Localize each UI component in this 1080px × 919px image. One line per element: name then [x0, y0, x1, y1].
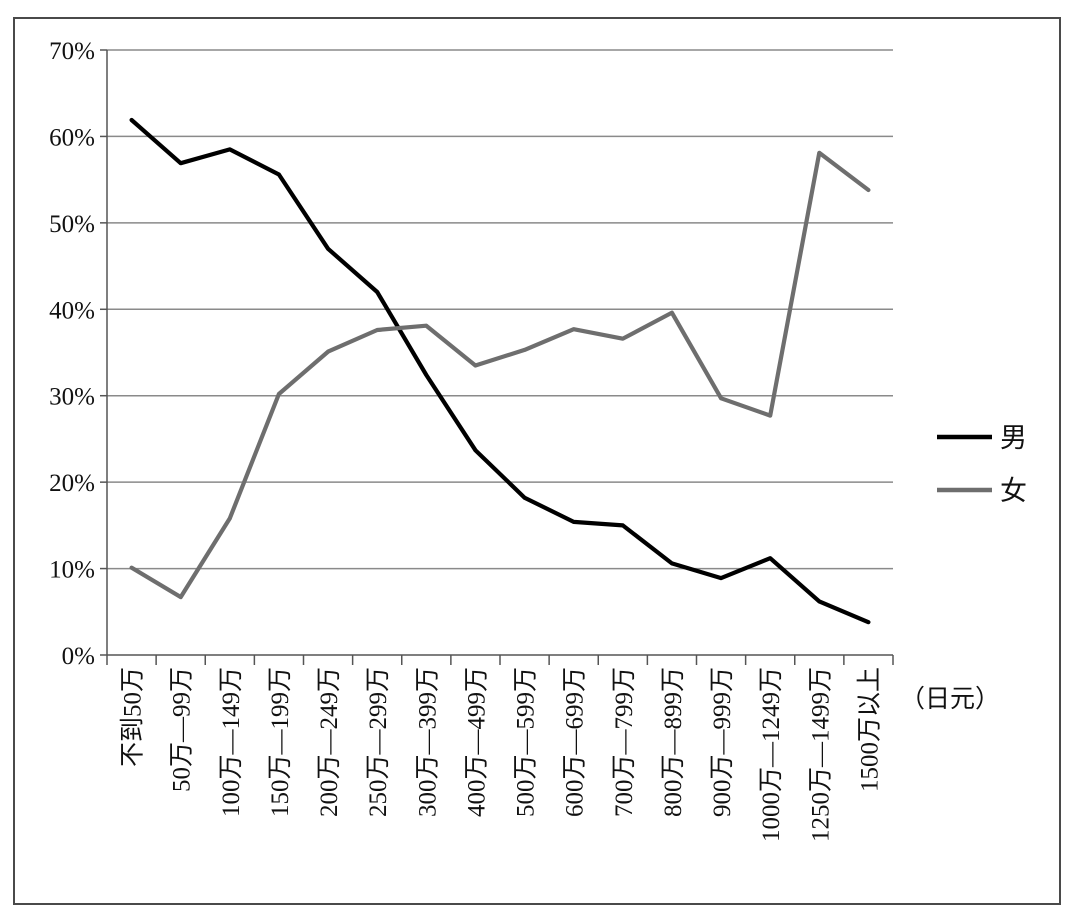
x-tick-label: 300万—399万 [414, 667, 441, 817]
data-point [719, 396, 723, 401]
y-tick-label: 0% [62, 643, 95, 670]
x-axis-unit: （日元） [900, 684, 1000, 713]
data-point [571, 520, 576, 524]
data-point [522, 348, 527, 352]
y-tick-label: 10% [49, 557, 95, 584]
chart-frame [13, 17, 1061, 905]
y-tick-label: 50% [49, 211, 95, 238]
data-point [326, 349, 330, 354]
data-point [571, 327, 576, 331]
data-point [817, 599, 822, 604]
y-tick-label: 30% [49, 384, 95, 411]
x-tick-label: 700万—799万 [611, 667, 638, 817]
data-point [866, 620, 871, 624]
x-tick-label: 1000万—1249万 [758, 667, 785, 842]
data-point [473, 448, 478, 452]
data-point [129, 118, 134, 122]
y-tick-label: 40% [49, 297, 95, 324]
x-tick-label: 400万—499万 [463, 667, 490, 817]
data-point [129, 565, 134, 570]
data-point [621, 336, 625, 341]
x-tick-label: 不到50万 [120, 667, 147, 767]
data-point [866, 188, 871, 192]
data-point [522, 495, 527, 500]
x-tick-label: 100万—149万 [218, 667, 245, 817]
x-tick-label: 500万—599万 [513, 667, 540, 817]
x-tick-label: 600万—699万 [562, 667, 589, 817]
data-point [473, 363, 478, 368]
x-tick-label: 1500万以上 [855, 667, 883, 792]
data-point [375, 290, 379, 294]
x-tick-label: 50万—99万 [169, 667, 196, 792]
data-point [768, 413, 772, 418]
y-tick-label: 70% [49, 38, 95, 65]
data-point [178, 161, 183, 166]
data-point [817, 151, 822, 155]
x-tick-label: 250万—299万 [365, 667, 392, 817]
data-point [670, 310, 674, 315]
series-line-1 [129, 117, 871, 625]
x-tick-label: 150万—199万 [267, 667, 294, 817]
data-point [424, 373, 429, 377]
data-point [277, 172, 281, 177]
legend-label-2: 女 [1000, 476, 1027, 507]
y-tick-label: 60% [49, 124, 95, 151]
legend-label-1: 男 [1000, 423, 1027, 454]
y-tick-label: 20% [49, 470, 95, 497]
data-point [178, 595, 183, 599]
data-point [326, 246, 330, 251]
data-point [228, 147, 232, 152]
data-point [228, 516, 232, 521]
x-tick-label: 800万—899万 [660, 667, 687, 817]
x-tick-label: 200万—249万 [316, 667, 343, 817]
series-line-2 [129, 150, 871, 600]
data-point [719, 576, 723, 580]
data-point [375, 328, 379, 332]
data-point [621, 523, 625, 528]
x-tick-label: 1250万—1499万 [807, 667, 834, 842]
data-point [424, 323, 429, 328]
x-tick-label: 900万—999万 [709, 667, 736, 817]
data-point [670, 561, 674, 566]
data-point [277, 392, 281, 396]
data-point [768, 556, 772, 560]
